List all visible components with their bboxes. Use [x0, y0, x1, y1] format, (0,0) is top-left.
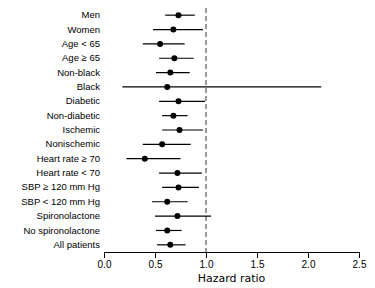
x-tick-label: 2.0: [302, 259, 316, 270]
x-axis: 0.0 0.5 1.0 1.5 2.0 2.5: [98, 252, 367, 270]
x-axis-title: Hazard ratio: [198, 272, 266, 285]
plot: 0.0 0.5 1.0 1.5 2.0 2.5 Hazard ratio Men Women Ag…: [21, 8, 367, 285]
point-estimate: [159, 141, 165, 147]
y-tick: SBP < 120 mm Hg: [21, 196, 104, 207]
point-estimate: [170, 113, 176, 119]
y-tick-label: Spironolactone: [37, 210, 100, 221]
y-tick: Age ≥ 65: [62, 52, 104, 63]
marks: [122, 8, 321, 252]
y-tick-label: Non-diabetic: [47, 110, 101, 121]
x-tick-mark: [155, 252, 156, 258]
y-tick: Heart rate < 70: [36, 167, 104, 178]
y-tick-label: Age ≥ 65: [62, 52, 100, 63]
y-tick-label: Ischemic: [63, 124, 101, 135]
y-tick: Ischemic: [63, 124, 104, 135]
y-tick-label: Nonischemic: [46, 138, 101, 149]
point-estimate: [175, 98, 181, 104]
y-tick: Age < 65: [62, 38, 104, 49]
point-estimate: [170, 27, 176, 33]
y-tick: Heart rate ≥ 70: [37, 153, 104, 164]
y-tick: Spironolactone: [37, 210, 104, 221]
x-tick-label: 1.5: [251, 259, 265, 270]
y-tick: Men: [82, 9, 104, 20]
point-estimate: [175, 12, 181, 18]
point-estimate: [174, 213, 180, 219]
y-tick: Non-black: [57, 67, 104, 78]
x-tick: 2.0: [302, 252, 316, 270]
x-axis-line: [105, 253, 360, 259]
chart: 0.0 0.5 1.0 1.5 2.0 2.5 Hazard ratio Men Women Ag…: [0, 0, 375, 288]
y-tick: Diabetic: [66, 95, 104, 106]
x-tick: 1.0: [200, 252, 214, 270]
confidence-interval: [153, 29, 203, 30]
y-tick: Non-diabetic: [47, 110, 104, 121]
y-tick-label: Women: [67, 24, 100, 35]
x-tick: 0.5: [149, 252, 163, 270]
confidence-interval: [159, 101, 205, 102]
point-estimate: [164, 199, 170, 205]
x-tick-mark: [308, 252, 309, 258]
point-estimate: [175, 184, 181, 190]
y-tick: SBP ≥ 120 mm Hg: [22, 181, 104, 192]
x-tick: 1.5: [251, 252, 265, 270]
point-estimate: [142, 156, 148, 162]
y-tick-label: Heart rate < 70: [36, 167, 100, 178]
y-tick: No spironolactone: [23, 225, 104, 236]
point-estimate: [176, 127, 182, 133]
y-tick-label: All patients: [54, 239, 101, 250]
confidence-interval: [159, 172, 202, 173]
x-tick-label: 1.0: [200, 259, 214, 270]
point-estimate: [164, 227, 170, 233]
point-estimate: [164, 84, 170, 90]
y-tick-label: Heart rate ≥ 70: [37, 153, 100, 164]
y-tick: Black: [77, 81, 104, 92]
point-estimate: [167, 70, 173, 76]
x-tick-mark: [257, 252, 258, 258]
x-tick-label: 0.0: [98, 259, 112, 270]
y-tick-label: Men: [82, 9, 100, 20]
x-tick-mark: [206, 252, 207, 258]
y-tick-label: Age < 65: [62, 38, 100, 49]
y-tick-label: Non-black: [57, 67, 100, 78]
x-tick-label: 2.5: [353, 259, 367, 270]
y-tick: All patients: [54, 239, 104, 250]
point-estimate: [174, 170, 180, 176]
y-tick-label: Black: [77, 81, 100, 92]
confidence-interval: [143, 43, 185, 44]
point-estimate: [157, 41, 163, 47]
reference-line: [206, 8, 207, 252]
x-tick: 2.5: [353, 252, 367, 270]
x-tick-label: 0.5: [149, 259, 163, 270]
y-tick-label: SBP < 120 mm Hg: [21, 196, 100, 207]
y-axis: Men Women Age < 65 Age ≥ 65 Non-black Black Di…: [21, 9, 104, 250]
x-tick-mark: [104, 252, 105, 258]
y-tick-label: Diabetic: [66, 95, 101, 106]
x-tick: 0.0: [98, 252, 112, 270]
point-estimate: [171, 55, 177, 61]
point-estimate: [167, 242, 173, 248]
x-tick-mark: [359, 252, 360, 258]
y-tick: Women: [67, 24, 104, 35]
confidence-interval: [122, 86, 321, 87]
y-tick-label: No spironolactone: [23, 225, 100, 236]
confidence-interval: [143, 144, 191, 145]
confidence-interval: [162, 129, 203, 130]
y-tick-label: SBP ≥ 120 mm Hg: [22, 181, 100, 192]
confidence-interval: [126, 158, 180, 159]
confidence-interval: [155, 216, 211, 217]
y-tick: Nonischemic: [46, 138, 104, 149]
